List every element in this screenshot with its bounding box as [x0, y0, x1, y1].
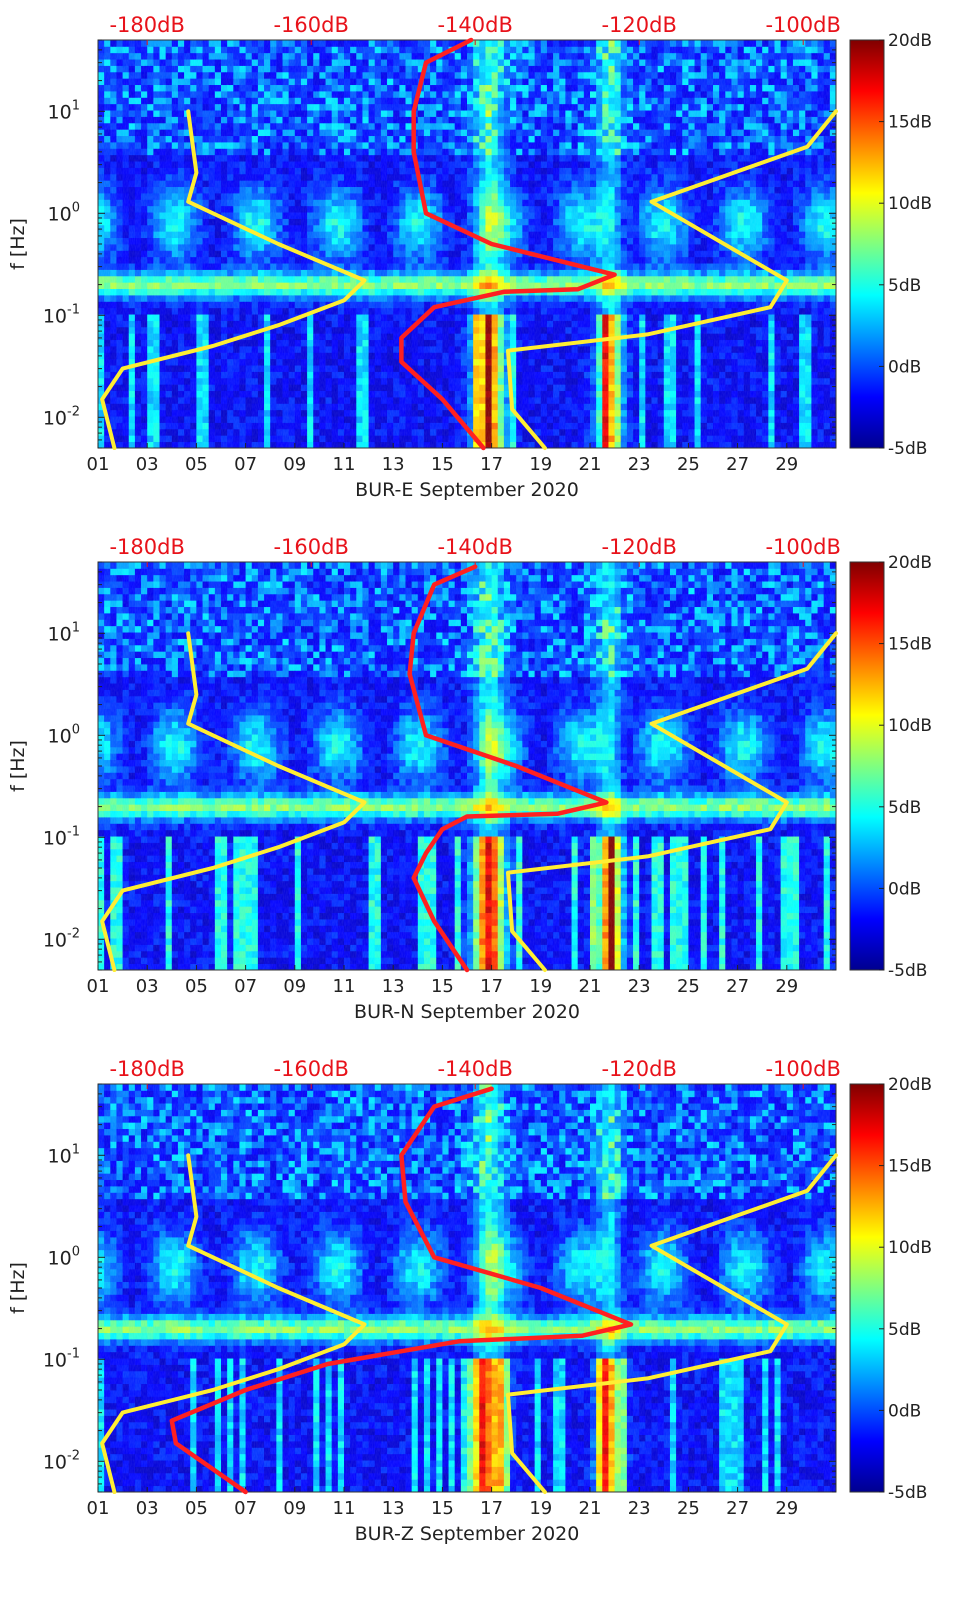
- panel-bur-e: 01 03 05 07 09 11 13 15 17 19 21 23 25 27 29BUR-E Sept…: [7, 13, 932, 501]
